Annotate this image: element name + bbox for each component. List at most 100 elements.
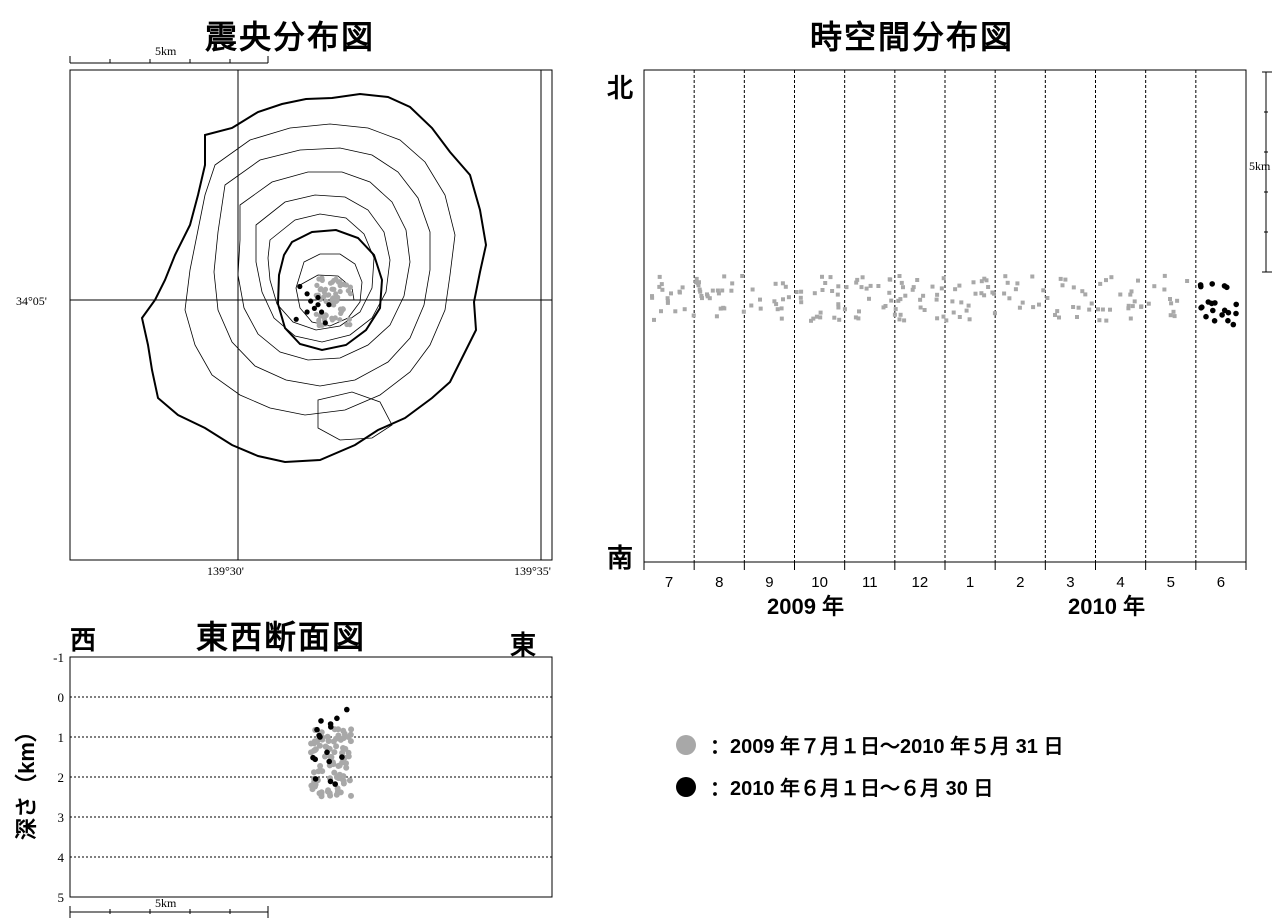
ts-point-gray <box>720 288 725 293</box>
ts-point-gray <box>1130 304 1135 309</box>
ts-point-gray <box>665 299 670 304</box>
ts-point-gray <box>973 291 978 296</box>
cs-point-black <box>326 758 333 765</box>
year-label-2009: 2009 年 <box>767 594 844 619</box>
depth-gridlines <box>70 696 552 858</box>
ts-point-gray <box>773 281 778 286</box>
cs-point-gray <box>335 763 342 769</box>
ts-point-gray <box>1071 305 1076 309</box>
map-point-gray <box>346 316 352 322</box>
ts-point-gray <box>1058 276 1063 281</box>
month-tick-label: 9 <box>765 574 773 591</box>
lat-label: 34°05' <box>16 294 47 308</box>
ts-point-gray <box>775 307 780 312</box>
ts-point-gray <box>722 274 727 279</box>
ts-point-gray <box>944 318 949 323</box>
ts-point-gray <box>1041 288 1046 293</box>
ts-point-gray <box>1171 309 1176 314</box>
ts-point-gray <box>1104 318 1109 323</box>
ts-point-gray <box>979 291 984 296</box>
ts-point-gray <box>957 283 962 288</box>
ts-point-gray <box>682 307 687 312</box>
map-point-gray <box>334 297 340 304</box>
map-point-gray <box>313 311 319 317</box>
cs-point-gray <box>331 769 338 776</box>
ts-point-gray <box>957 315 962 319</box>
ts-point-gray <box>1076 305 1081 310</box>
depth-tick-label: 2 <box>58 770 65 785</box>
ts-point-gray <box>855 277 860 282</box>
ts-point-gray <box>1132 299 1137 304</box>
map-point-black <box>315 302 321 308</box>
map-point-gray <box>332 315 338 321</box>
depth-tick-label: -1 <box>53 650 64 665</box>
ts-point-black <box>1212 300 1218 306</box>
ts-point-black <box>1225 309 1232 316</box>
map-point-black <box>311 305 317 311</box>
ts-point-gray <box>710 288 715 293</box>
ts-point-gray <box>1109 275 1114 280</box>
ts-point-gray <box>1136 278 1140 283</box>
ts-point-gray <box>867 296 871 301</box>
ts-point-gray <box>856 316 861 321</box>
ts-point-black <box>1219 312 1225 318</box>
month-tick-label: 2 <box>1016 574 1024 591</box>
ts-point-gray <box>691 313 696 318</box>
ts-point-black <box>1209 281 1215 287</box>
ts-point-gray <box>934 297 939 302</box>
ts-point-gray <box>698 289 703 294</box>
ts-point-gray <box>1162 287 1167 292</box>
month-tick-label: 6 <box>1217 574 1225 591</box>
ts-point-gray <box>659 309 663 314</box>
ts-point-gray <box>1162 273 1167 278</box>
depth-tick-label: 3 <box>58 810 65 825</box>
month-tick-label: 7 <box>665 574 673 591</box>
ts-point-gray <box>1128 292 1133 297</box>
ts-point-gray <box>730 281 735 286</box>
ts-point-gray <box>1020 300 1025 305</box>
cs-point-gray <box>335 775 342 782</box>
ts-point-gray <box>814 314 819 319</box>
ts-point-gray <box>842 307 847 312</box>
map-scale-label: 5km <box>155 44 177 58</box>
ts-point-gray <box>680 285 685 290</box>
cs-point-gray <box>333 743 340 750</box>
ts-point-gray <box>881 305 886 310</box>
ts-point-gray <box>794 290 799 294</box>
ts-point-gray <box>809 318 813 323</box>
ts-point-gray <box>982 293 987 298</box>
cs-point-black <box>339 754 345 760</box>
cs-point-gray <box>331 749 338 756</box>
ts-point-gray <box>811 316 816 321</box>
east-label: 東 <box>510 631 537 661</box>
ts-point-black <box>1198 305 1204 311</box>
cs-point-gray <box>348 726 355 733</box>
ts-point-gray <box>1083 292 1088 297</box>
cs-point-gray <box>348 792 354 799</box>
ts-point-gray <box>750 287 755 292</box>
ts-point-gray <box>967 317 972 322</box>
map-point-gray <box>337 317 343 323</box>
ts-point-gray <box>659 282 664 287</box>
ts-point-gray <box>1118 292 1123 297</box>
ts-point-gray <box>774 302 779 307</box>
ts-point-gray <box>911 285 916 290</box>
ts-point-gray <box>953 287 958 292</box>
ts-point-gray <box>935 316 940 321</box>
ts-point-gray <box>854 280 859 285</box>
year-label-2010: 2010 年 <box>1068 594 1145 619</box>
ts-point-gray <box>1030 274 1035 279</box>
depth-tick-label: 0 <box>58 690 65 705</box>
ts-point-gray <box>1060 283 1065 288</box>
month-tick-label: 5 <box>1167 574 1175 591</box>
ts-point-gray <box>1128 316 1133 321</box>
ts-point-gray <box>941 314 946 319</box>
ts-point-gray <box>1005 280 1010 285</box>
ts-point-gray <box>1108 307 1112 312</box>
ts-scale-label: 5km <box>1249 159 1271 173</box>
month-labels: 7 8 9 10 11 12 1 2 3 4 5 6 <box>665 574 1225 591</box>
ts-point-gray <box>864 286 869 291</box>
ts-point-gray <box>859 285 864 290</box>
ts-point-gray <box>652 317 656 322</box>
month-tick-label: 12 <box>912 574 929 591</box>
